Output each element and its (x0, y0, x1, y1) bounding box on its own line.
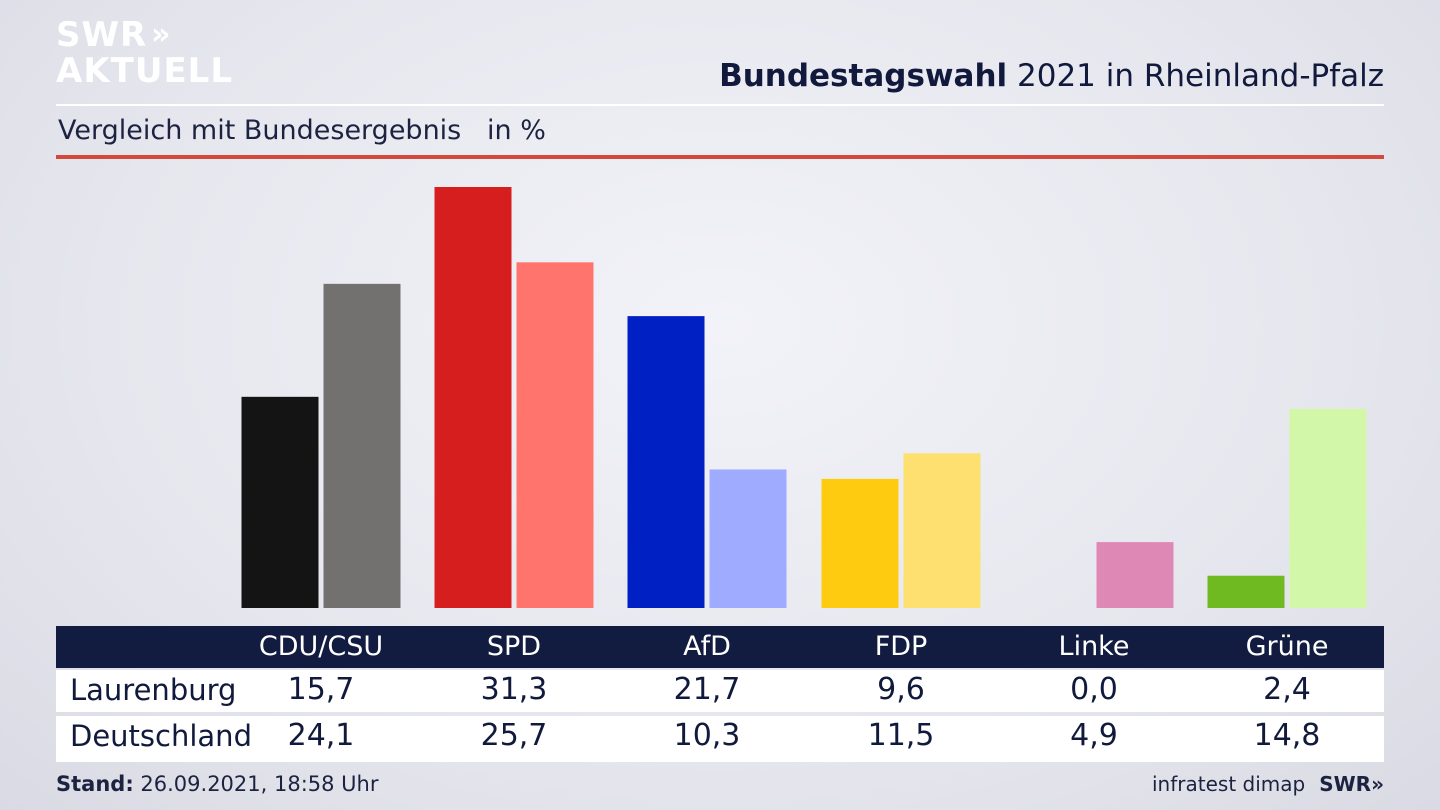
data-label: 15,7 (287, 672, 355, 707)
chevron-right-icon: » (151, 17, 172, 52)
swr-aktuell-logo: SWR» AKTUELL (56, 18, 233, 88)
data-label: 2,4 (1263, 672, 1311, 707)
bar-deutschland-grne (1289, 408, 1367, 608)
data-label: 31,3 (480, 672, 548, 707)
data-label: 9,6 (877, 672, 925, 707)
category-label: AfD (683, 631, 731, 662)
row-label-laurenburg: Laurenburg (70, 673, 237, 707)
bar-laurenburg-cducsu (241, 396, 319, 608)
source-text: infratest dimap (1152, 772, 1306, 796)
source-credit: infratest dimap SWR» (1152, 772, 1384, 796)
bar-deutschland-cducsu (323, 283, 401, 608)
row-label-deutschland: Deutschland (70, 719, 252, 753)
page-title: Bundestagswahl 2021 in Rheinland-Pfalz (719, 58, 1384, 94)
stand-value: 26.09.2021, 18:58 Uhr (133, 772, 379, 796)
bar-laurenburg-grne (1207, 575, 1285, 608)
bar-deutschland-spd (516, 262, 594, 608)
logo-swr-text: SWR (56, 15, 148, 55)
category-label: Linke (1058, 631, 1130, 662)
bar-laurenburg-afd (627, 316, 705, 608)
logo-aktuell-text: AKTUELL (56, 51, 234, 91)
data-label: 14,8 (1253, 718, 1321, 753)
chart-subtitle: Vergleich mit Bundesergebnis in % (58, 115, 546, 146)
title-bold: Bundestagswahl (719, 58, 1008, 94)
bar-deutschland-linke (1096, 542, 1174, 608)
data-label: 11,5 (867, 718, 935, 753)
data-label: 25,7 (480, 718, 548, 753)
data-label: 24,1 (287, 718, 355, 753)
bar-deutschland-fdp (903, 453, 981, 608)
data-label: 10,3 (673, 718, 741, 753)
timestamp: Stand: 26.09.2021, 18:58 Uhr (56, 772, 379, 796)
table-row: Deutschland 24,1 25,7 10,3 11,5 4,9 14,8 (56, 716, 1384, 762)
stand-label: Stand: (56, 772, 134, 796)
bar-laurenburg-fdp (821, 478, 899, 608)
category-label: Grüne (1245, 631, 1329, 662)
data-label: 21,7 (673, 672, 741, 707)
title-rest: 2021 in Rheinland-Pfalz (1007, 58, 1384, 94)
swr-logo-small: SWR» (1319, 772, 1384, 796)
accent-divider (56, 155, 1384, 159)
data-label: 4,9 (1070, 718, 1118, 753)
table-row: Laurenburg 15,7 31,3 21,7 9,6 0,0 2,4 (56, 670, 1384, 712)
category-label: FDP (874, 631, 928, 662)
bar-laurenburg-spd (434, 187, 512, 608)
category-label: CDU/CSU (258, 631, 384, 662)
bar-deutschland-afd (709, 469, 787, 608)
data-label: 0,0 (1070, 672, 1118, 707)
table-header-row: CDU/CSU SPD AfD FDP Linke Grüne (56, 626, 1384, 668)
header-divider (56, 104, 1384, 106)
category-label: SPD (486, 631, 542, 662)
